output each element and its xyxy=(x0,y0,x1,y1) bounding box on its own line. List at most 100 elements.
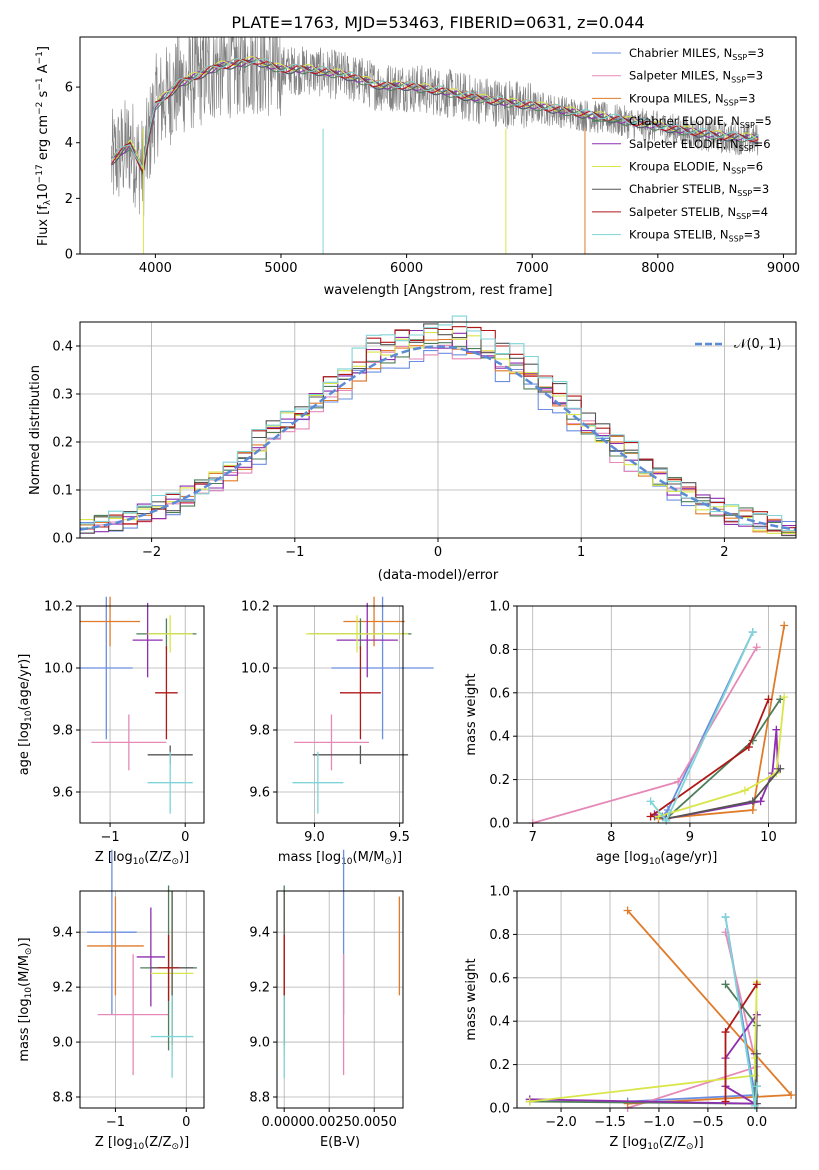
xlabel-label-part: 10 xyxy=(133,857,145,867)
x-tick-label: −1 xyxy=(100,830,119,845)
x-tick-label: 9.5 xyxy=(389,830,410,845)
weight-marker-chabrier_stelib xyxy=(776,764,785,773)
x-tick-label: 0.0 xyxy=(746,1115,767,1130)
mass-vs-z-panel: −1 08.89.09.29.4Z [log10(Z/Z⊙)]mass [log1… xyxy=(17,849,205,1152)
x-tick-label: −1.5 xyxy=(594,1115,626,1130)
spectrum-title: PLATE=1763, MJD=53463, FIBERID=0631, z=0… xyxy=(231,13,644,32)
legend-entry-label: Chabrier MILES, NSSP=3 xyxy=(629,46,764,62)
legend-sub: SSP xyxy=(740,121,755,130)
weight-marker-chabrier_stelib xyxy=(748,797,757,806)
weight-ylabel: mass weight xyxy=(464,673,479,755)
legend-entry-label: Kroupa MILES, NSSP=3 xyxy=(629,91,755,107)
xlabel-label-part: (Z/Z xyxy=(659,1135,686,1150)
y-tick-label: 0.1 xyxy=(52,484,73,499)
xlabel-label-part: ⊙ xyxy=(384,857,392,867)
xlabel-label-part: (age/yr)] xyxy=(660,850,717,865)
x-tick-label: 8 xyxy=(607,830,615,845)
legend-text: Chabrier MILES, N xyxy=(629,46,732,60)
model-spectrum-chabrier_stelib xyxy=(111,59,759,176)
weight-marker-salpeter_stelib xyxy=(752,980,761,989)
legend-entry-label: Kroupa ELODIE, NSSP=6 xyxy=(629,160,763,176)
ylabel-label-part: )] xyxy=(17,937,32,947)
legend-tail: =6 xyxy=(746,160,763,174)
weight-line-salpeter_miles xyxy=(627,931,758,1109)
model-spectrum-salpeter_elodie xyxy=(111,56,759,170)
xlabel-label-part: age [log xyxy=(596,850,649,865)
normal-curve xyxy=(79,345,797,531)
weight-ylabel: mass weight xyxy=(464,958,479,1040)
x-tick-label: 9000 xyxy=(767,261,800,276)
ylabel-label-part: mass [log xyxy=(17,998,32,1061)
xlabel-label-part: ⊙ xyxy=(171,1142,179,1152)
age-vs-mass-panel: 9.0 9.5 9.6 9.8 10.0 10.2 mass [log10(M/M⊙)] xyxy=(241,596,434,867)
xlabel-label-part: mass [log xyxy=(278,850,341,865)
axes-frame xyxy=(79,890,205,1109)
weight-line-salpeter_elodie xyxy=(529,1011,759,1105)
y-tick-label: 6 xyxy=(65,81,73,96)
legend-entry-label: Salpeter STELIB, NSSP=4 xyxy=(629,205,768,221)
normal-legend-label: 𝒩(0, 1) xyxy=(734,337,781,352)
y-tick-label: 4 xyxy=(65,136,73,151)
xlabel-label-part: (M/M xyxy=(353,850,385,865)
legend-sub: SSP xyxy=(732,53,747,62)
y-tick-label: 8.8 xyxy=(52,1091,73,1106)
x-tick-label: −1 xyxy=(106,1115,125,1130)
weight-line-chabrier_elodie xyxy=(654,698,782,820)
histogram-chabrier_elodie xyxy=(80,339,796,534)
y-tick-label: 9.2 xyxy=(249,981,270,996)
legend-sub: SSP xyxy=(731,76,746,85)
weight-line-kroupa_miles xyxy=(626,909,794,1105)
weight-marker-salpeter_stelib xyxy=(721,1097,730,1106)
xlabel-label: age [log10(age/yr)] xyxy=(596,850,718,867)
spectrum-xlabel: wavelength [Angstrom, rest frame] xyxy=(324,283,553,298)
legend-sub: SSP xyxy=(729,235,744,244)
xlabel-label-part: Z [log xyxy=(95,850,133,865)
legend-sub: SSP xyxy=(737,189,752,198)
ylabel-label-part: 10 xyxy=(24,987,34,999)
y-tick-label: 1.0 xyxy=(489,600,510,615)
ylabel-label: age [log10(age/yr)] xyxy=(17,654,34,776)
ylabel-label-part: age [log xyxy=(17,722,32,775)
xlabel-label-part: (Z/Z xyxy=(144,1135,171,1150)
weight-marker-kroupa_stelib xyxy=(646,797,655,806)
legend-tail: =6 xyxy=(754,137,771,151)
x-tick-label: 0.0025 xyxy=(306,1115,352,1130)
axes-frame xyxy=(276,605,404,824)
weight-marker-kroupa_miles xyxy=(780,621,789,630)
weight-marker-kroupa_miles xyxy=(623,906,632,915)
weight-marker-kroupa_elodie xyxy=(740,786,749,795)
ebv-xlabel: E(B-V) xyxy=(320,1135,360,1150)
y-tick-label: 0.6 xyxy=(489,686,510,701)
y-tick-label: 9.8 xyxy=(52,724,73,739)
legend-tail: =3 xyxy=(752,182,769,196)
ylabel-label-part: (age/yr)] xyxy=(17,654,32,711)
x-tick-label: 7 xyxy=(529,830,537,845)
weight-marker-salpeter_stelib xyxy=(744,743,753,752)
y-tick-label: 10.0 xyxy=(241,662,270,677)
x-tick-label: 0.0000 xyxy=(261,1115,307,1130)
x-tick-label: 5000 xyxy=(264,261,297,276)
legend-tail: =5 xyxy=(755,114,772,128)
x-tick-label: 7000 xyxy=(516,261,549,276)
weight-marker-salpeter_miles xyxy=(752,643,761,652)
axes-frame xyxy=(276,890,404,1109)
y-tick-label: 2 xyxy=(65,192,73,207)
x-tick-label: 0 xyxy=(181,830,189,845)
spectrum-panel: PLATE=1763, MJD=53463, FIBERID=0631, z=0… xyxy=(35,13,800,298)
y-tick-label: 0.8 xyxy=(489,928,510,943)
y-tick-label: 0.4 xyxy=(489,730,510,745)
spectrum-ylabel: Flux [fλ10−17 erg cm−2 s−1 A−1] xyxy=(35,46,53,246)
axes-frame xyxy=(516,890,797,1109)
y-tick-label: 1.0 xyxy=(489,885,510,900)
residual-legend: 𝒩(0, 1) xyxy=(695,337,781,352)
xlabel-label-part: 10 xyxy=(133,1142,145,1152)
x-tick-label: 2 xyxy=(720,545,728,560)
x-tick-label: 1 xyxy=(577,545,585,560)
weight-marker-salpeter_stelib xyxy=(646,812,655,821)
legend-text: Kroupa MILES, N xyxy=(629,91,724,105)
xlabel-label: mass [log10(M/M⊙)] xyxy=(278,850,402,867)
y-tick-label: 10.2 xyxy=(44,600,73,615)
y-tick-label: 9.4 xyxy=(249,926,270,941)
